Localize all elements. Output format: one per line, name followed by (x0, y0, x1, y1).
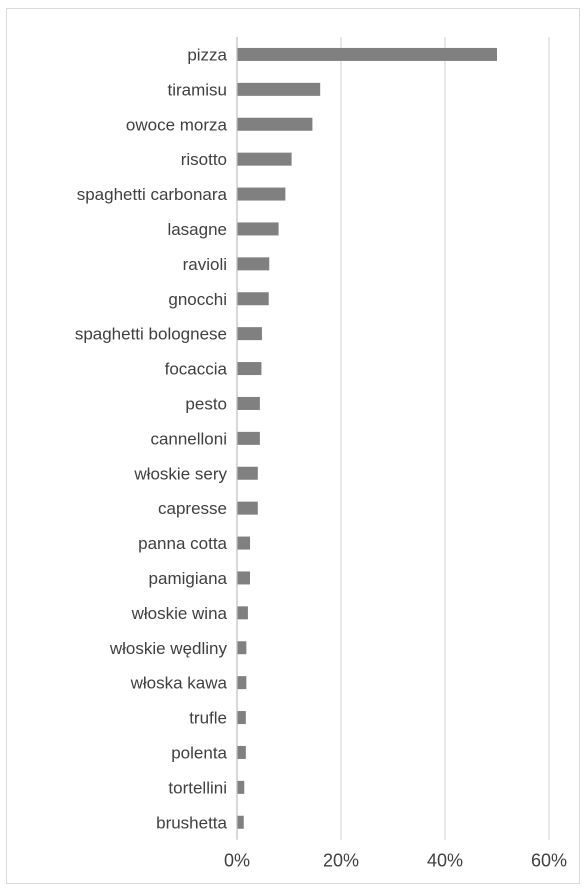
category-label: trufle (189, 709, 227, 728)
category-label: pesto (185, 394, 227, 413)
category-label: ravioli (183, 255, 227, 274)
category-label: włoskie wędliny (109, 639, 228, 658)
category-label: gnocchi (168, 290, 227, 309)
category-label: tortellini (168, 778, 227, 797)
bar-20 (237, 745, 246, 759)
category-label: panna cotta (138, 534, 227, 553)
bar-2 (237, 117, 313, 131)
category-label: risotto (181, 150, 227, 169)
bar-8 (237, 327, 262, 341)
category-label: polenta (171, 743, 227, 762)
bar-6 (237, 257, 270, 271)
bar-13 (237, 501, 258, 515)
bar-21 (237, 780, 245, 794)
bar-7 (237, 292, 269, 306)
bar-chart: pizza tiramisu owoce morza risotto spaghetti… (75, 37, 567, 871)
category-label: włoskie sery (133, 464, 227, 483)
category-label: włoska kawa (130, 674, 228, 693)
bar-0 (237, 47, 497, 61)
category-label: pizza (187, 45, 227, 64)
category-label: owoce morza (126, 115, 228, 134)
x-tick-label: 60% (531, 851, 567, 871)
chart-frame: pizza tiramisu owoce morza risotto spaghetti… (6, 8, 580, 884)
bar-19 (237, 711, 246, 725)
bar-11 (237, 431, 260, 445)
bar-14 (237, 536, 250, 550)
bar-9 (237, 362, 262, 376)
bar-1 (237, 82, 321, 96)
category-label: pamigiana (149, 569, 228, 588)
bar-4 (237, 187, 286, 201)
bar-12 (237, 466, 258, 480)
category-label: brushetta (156, 813, 227, 832)
bar-10 (237, 396, 260, 410)
x-tick-label: 40% (427, 851, 463, 871)
category-label: tiramisu (167, 80, 227, 99)
bar-5 (237, 222, 279, 236)
x-tick-label: 0% (224, 851, 250, 871)
category-label: focaccia (165, 360, 228, 379)
category-label: lasagne (167, 220, 227, 239)
bar-15 (237, 571, 250, 585)
bar-3 (237, 152, 292, 166)
category-label: włoskie wina (131, 604, 228, 623)
category-label: spaghetti carbonara (77, 185, 228, 204)
bar-22 (237, 815, 244, 829)
bar-18 (237, 676, 247, 690)
category-label: capresse (158, 499, 227, 518)
x-tick-label: 20% (323, 851, 359, 871)
category-label: spaghetti bolognese (75, 325, 227, 344)
category-label: cannelloni (150, 429, 227, 448)
bar-16 (237, 606, 248, 620)
bar-17 (237, 641, 247, 655)
